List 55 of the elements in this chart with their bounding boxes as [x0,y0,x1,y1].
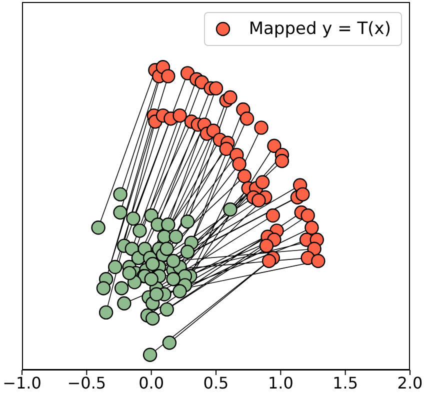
x-tick-label: −0.5 [67,373,106,392]
point [91,220,106,235]
point [254,120,268,135]
point [223,202,238,217]
point [114,281,129,296]
point [172,284,187,298]
point [98,305,114,320]
point [166,254,180,268]
point [266,208,280,223]
point [160,242,174,256]
x-tick-label: 1.0 [268,373,294,392]
x-tick-label: 0.5 [203,373,229,392]
x-tick-label: −1.0 [2,373,42,392]
point [240,112,254,126]
point [262,254,276,268]
x-tick-label: 0.0 [138,373,164,392]
point [144,272,158,286]
point [172,108,187,123]
point [160,302,174,317]
point [255,175,270,190]
point [117,296,132,310]
point [142,348,158,362]
x-tick-label: 2.0 [397,373,423,392]
point [108,260,122,274]
point [180,244,195,259]
point [232,156,246,172]
point [259,238,274,253]
point [168,230,184,244]
point [237,169,252,184]
point [166,272,180,286]
point [126,211,140,226]
point [146,311,160,326]
point [162,336,177,350]
point [304,220,319,235]
point [267,138,282,153]
point [161,218,176,232]
point [296,187,310,202]
point [149,287,164,302]
point [132,224,147,238]
legend-label: Mapped y = T(x) [248,19,391,39]
point [161,69,176,84]
point [311,254,326,268]
point [252,193,266,208]
point [122,266,136,280]
x-tick-label: 1.5 [332,373,358,392]
point [96,281,111,296]
point [223,90,238,105]
point [219,142,234,156]
point [274,154,290,168]
point [208,81,224,96]
point [113,205,128,220]
point [300,208,315,223]
point [146,256,160,272]
point [113,187,128,202]
point [180,214,195,229]
